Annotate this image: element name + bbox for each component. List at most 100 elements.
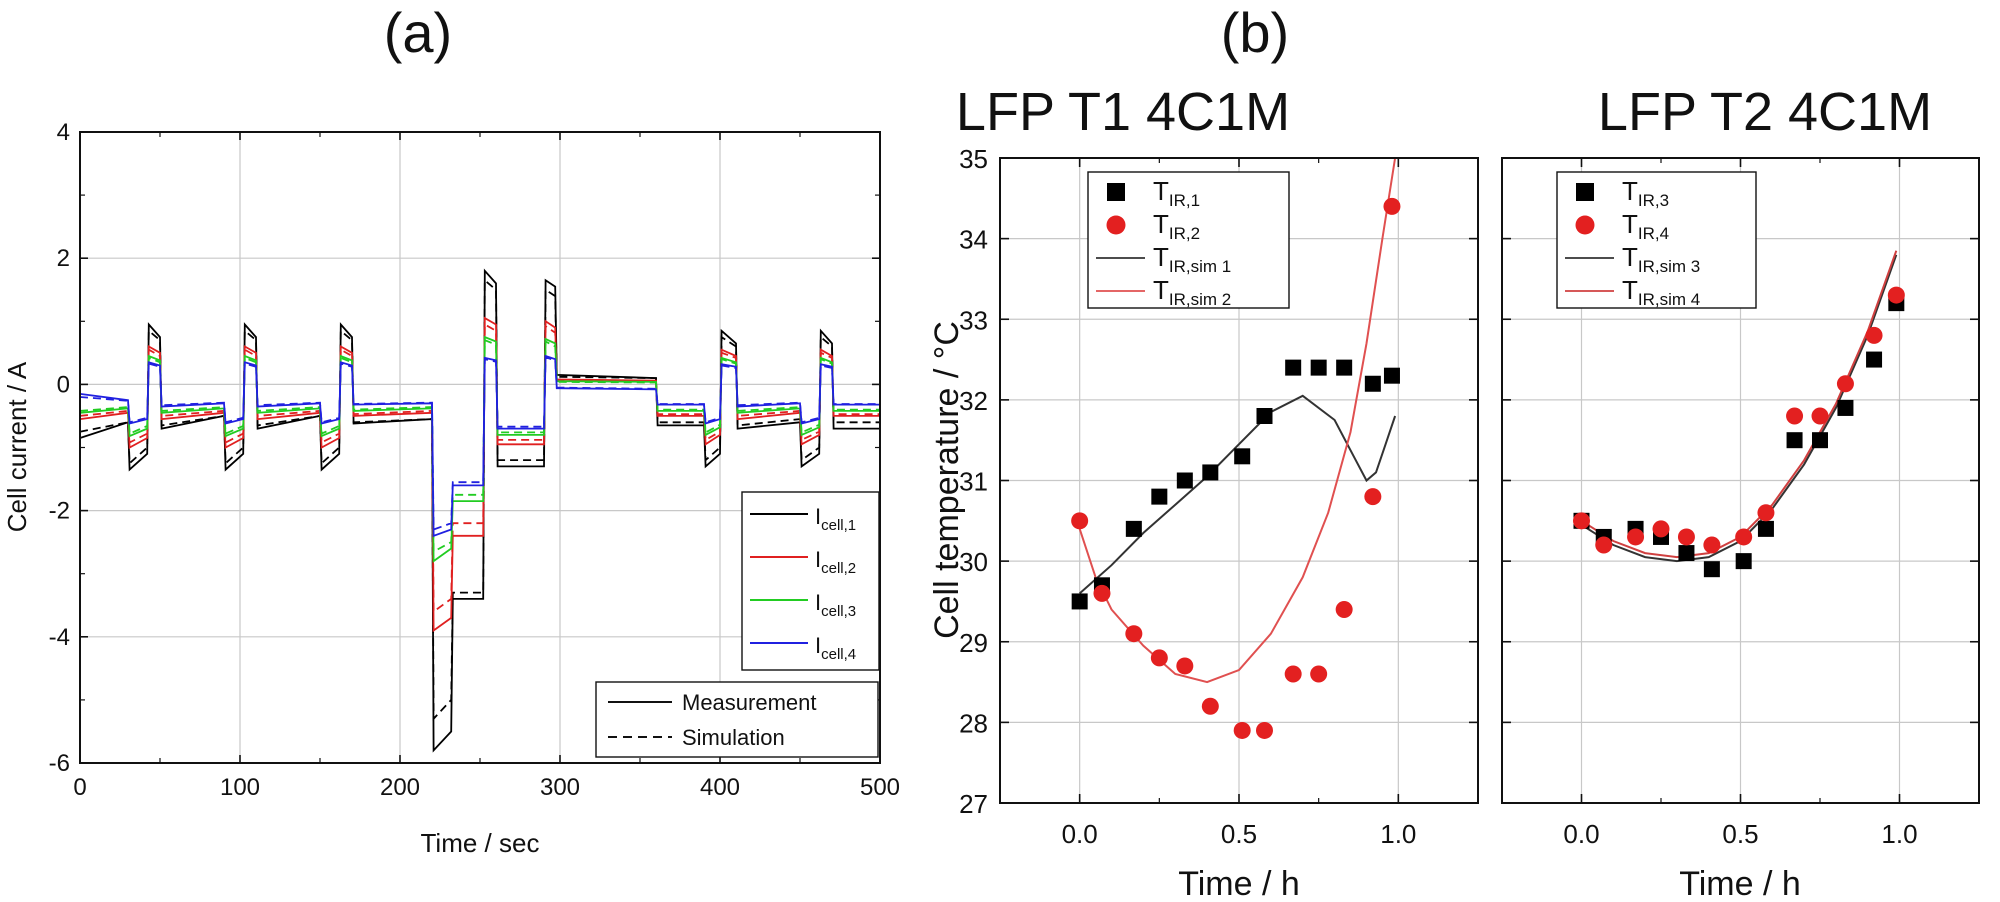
chart-b2-square-point: [1757, 520, 1774, 537]
chart-b1-ytick-label: 27: [959, 789, 988, 819]
chart-a-style-legend: Measurement Simulation: [595, 681, 879, 758]
chart-b2-circle-point: [1811, 407, 1829, 425]
chart-b2-points: [1573, 286, 1905, 578]
chart-b1-square-point: [1151, 488, 1168, 505]
chart-a-series: [79, 268, 880, 753]
chart-a: 0 100 200 300 400 500 -6 -4 -2 0 2 4 Time / sec Cel…: [2, 119, 900, 858]
chart-b2-square-point: [1786, 432, 1803, 449]
chart-a-legend-label: Icell,4: [815, 633, 856, 663]
chart-a-xtick-label: 500: [860, 774, 900, 801]
chart-a-ticks: 0 100 200 300 400 500 -6 -4 -2 0 2 4: [49, 119, 900, 801]
chart-b1-points: [1071, 197, 1401, 739]
chart-b1-sim-line-3: [1079, 394, 1397, 595]
chart-b1-square-point: [1202, 464, 1219, 481]
chart-b2-square-point: [1735, 553, 1752, 570]
chart-b1-square-point: [1285, 359, 1302, 376]
style-legend-measurement: Measurement: [682, 690, 817, 715]
chart-b1-circle-point: [1233, 721, 1251, 739]
chart-b1-circle-point: [1310, 665, 1328, 683]
chart-b1-circle-point: [1093, 584, 1111, 602]
chart-b1-legend-label: TIR,sim 1: [1153, 242, 1231, 276]
chart-b1-square-point: [1256, 408, 1273, 424]
chart-a-ylabel: Cell current / A: [2, 361, 32, 532]
chart-b1-square-point: [1234, 448, 1251, 465]
chart-b2-legend-label: TIR,sim 4: [1622, 275, 1700, 309]
chart-b1-ytick-label: 28: [959, 708, 988, 738]
chart-b1-circle-point: [1284, 665, 1302, 683]
chart-a-legend: Icell,1 Icell,2 Icell,3 Icell,4: [741, 491, 880, 671]
chart-b1-square-point: [1336, 359, 1353, 376]
chart-b1-ytick-label: 34: [959, 225, 988, 255]
chart-b1-legend-circle: [1106, 215, 1126, 235]
chart-a-xtick-label: 200: [380, 774, 420, 801]
chart-b2-xtick-label: 1.0: [1881, 819, 1917, 849]
chart-b2-square-point: [1703, 561, 1720, 578]
chart-b1-legend-square: [1107, 183, 1125, 201]
chart-b2-circle-point: [1627, 528, 1645, 546]
chart-b1-legend-label: TIR,sim 2: [1153, 275, 1231, 309]
chart-a-ytick-label: -4: [49, 624, 70, 651]
chart-b1-square-point: [1176, 472, 1193, 489]
chart-b2-legend-square: [1576, 183, 1594, 201]
chart-b1-circle-point: [1335, 601, 1353, 618]
chart-b1-circle-point: [1125, 625, 1143, 643]
chart-a-legend-label: Icell,3: [815, 590, 856, 620]
chart-b2-legend-circle: [1575, 215, 1595, 235]
chart-b1-ytick-label: 30: [959, 547, 988, 577]
chart-b2-square-point: [1866, 351, 1883, 368]
chart-b1-title: LFP T1 4C1M: [956, 82, 1290, 142]
chart-a-xtick-label: 400: [700, 774, 740, 801]
chart-b2-circle-point: [1735, 528, 1753, 546]
chart-b2: LFP T2 4C1M 0.0 0.5 1.0 Time / h TIR,3TIR,…: [1501, 82, 1980, 902]
style-legend-simulation: Simulation: [682, 725, 785, 750]
chart-b1-circle-point: [1071, 512, 1089, 530]
chart-b2-xtick-label: 0.0: [1563, 819, 1599, 849]
chart-b2-square-point: [1837, 399, 1854, 416]
chart-a-measurement-line-cell-4: [79, 354, 880, 538]
chart-a-xlabel: Time / sec: [421, 828, 540, 858]
chart-b1-ytick-label: 31: [959, 467, 988, 497]
chart-a-legend-label: Icell,2: [815, 547, 856, 577]
chart-b1-square-point: [1310, 359, 1327, 376]
chart-b1-xtick-label: 0.0: [1062, 819, 1098, 849]
chart-b2-circle-point: [1887, 286, 1905, 304]
chart-a-ytick-label: -6: [49, 750, 70, 777]
chart-b1-ytick-label: 29: [959, 628, 988, 658]
chart-b2-xtick-label: 0.5: [1722, 819, 1758, 849]
chart-b2-circle-point: [1836, 375, 1854, 393]
chart-b2-legend-label: TIR,4: [1622, 209, 1669, 243]
chart-a-ytick-label: 2: [57, 245, 70, 272]
chart-a-legend-label: Icell,1: [815, 504, 856, 534]
chart-b1: LFP T1 4C1M 0.0 0.5 1.0272829303132333435 …: [928, 82, 1479, 902]
chart-b2-circle-point: [1595, 536, 1613, 554]
chart-b1-circle-point: [1176, 657, 1194, 675]
chart-b1-ytick-label: 32: [959, 386, 988, 416]
panel-label-b: (b): [1221, 1, 1289, 64]
chart-b2-circle-point: [1677, 528, 1695, 546]
chart-b1-circle-point: [1150, 649, 1168, 667]
chart-b1-circle-point: [1383, 197, 1401, 215]
chart-b1-circle-point: [1364, 488, 1382, 506]
chart-b1-circle-point: [1201, 697, 1219, 715]
chart-b2-xlabel: Time / h: [1679, 865, 1801, 902]
chart-b1-xtick-label: 0.5: [1221, 819, 1257, 849]
chart-b2-legend-label: TIR,sim 3: [1622, 242, 1700, 276]
chart-b1-xtick-label: 1.0: [1380, 819, 1416, 849]
chart-b1-circle-point: [1255, 721, 1273, 739]
chart-b2-ticks: 0.0 0.5 1.0: [1502, 157, 1979, 849]
chart-a-grid: [80, 132, 880, 763]
chart-a-xtick-label: 100: [220, 774, 260, 801]
panel-label-a: (a): [384, 1, 452, 64]
chart-b1-ylabel: Cell temperature / °C: [928, 321, 966, 639]
chart-b2-circle-point: [1573, 512, 1590, 530]
chart-b1-ticks: 0.0 0.5 1.0 27 28 29 30 31 32 33 34 35: [959, 144, 1478, 849]
chart-b1-square-point: [1125, 520, 1142, 537]
chart-b2-legend-label: TIR,3: [1622, 176, 1669, 210]
chart-b2-circle-point: [1757, 504, 1775, 522]
chart-b1-square-point: [1071, 593, 1088, 610]
chart-b1-square-point: [1383, 367, 1400, 384]
chart-b2-circle-point: [1652, 520, 1670, 538]
